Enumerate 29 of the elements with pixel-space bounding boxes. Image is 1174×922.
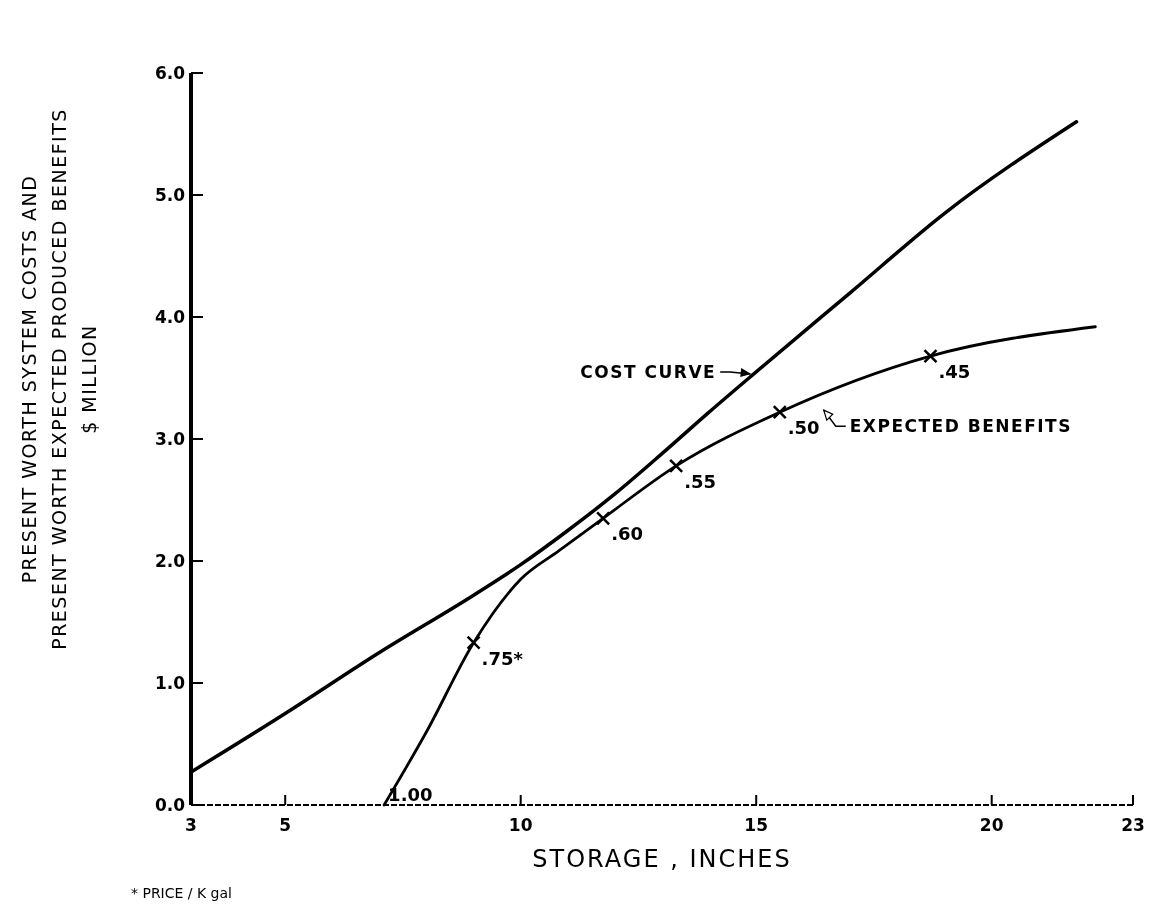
x-tick-label: 15 <box>744 815 769 835</box>
point <box>772 404 787 420</box>
y-axis-title: PRESENT WORTH SYSTEM COSTS AND PRESENT WORTH EXPECTED PRODUCED BENEFITS $ MILLION <box>18 108 100 650</box>
point <box>466 635 481 650</box>
annotation: .75* <box>481 647 524 669</box>
x-tick-label: 20 <box>979 815 1004 835</box>
annotation: .55 <box>684 470 717 492</box>
point <box>595 511 611 526</box>
y-tick-label: 4.0 <box>154 307 186 327</box>
x-tick-label: 10 <box>508 815 533 835</box>
series-label: COST CURVE <box>580 361 717 382</box>
point <box>668 458 684 474</box>
y-tick-label: 5.0 <box>154 185 186 205</box>
y-tick-label: 2.0 <box>154 551 186 571</box>
x-tick-label: 23 <box>1121 815 1145 835</box>
y-tick-label: 1.0 <box>154 673 186 693</box>
y-tick-label: 6.0 <box>154 63 186 83</box>
y-tick-label: 0.0 <box>154 795 186 815</box>
annotation: .60 <box>611 523 644 545</box>
annotation: .45 <box>938 361 971 383</box>
x-tick-label: 5 <box>279 815 292 835</box>
text: * PRICE / K gal <box>131 885 232 901</box>
annotation: 1.00 <box>388 784 433 805</box>
x-axis-title: STORAGE , INCHES <box>532 845 792 873</box>
x-tick-label: 3 <box>185 815 197 835</box>
point <box>923 348 938 364</box>
annotation: .50 <box>787 417 820 439</box>
legend-label: EXPECTED BENEFITS <box>849 416 1072 437</box>
y-tick-label: 3.0 <box>154 429 186 449</box>
